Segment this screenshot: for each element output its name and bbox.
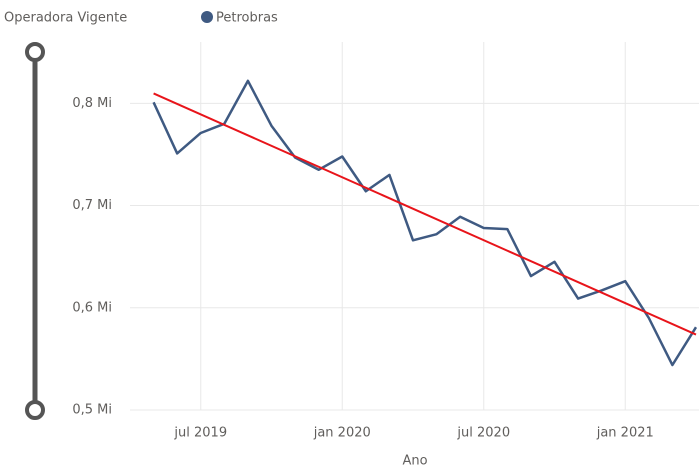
y-tick-label: 0,8 Mi (72, 96, 112, 111)
y-tick-label: 0,7 Mi (72, 198, 112, 213)
range-slider-handle[interactable] (25, 42, 45, 62)
trend-line (153, 92, 697, 336)
legend-title: Operadora Vigente (4, 11, 127, 26)
data-line (152, 79, 698, 367)
legend-marker (201, 11, 213, 23)
x-tick-label: jan 2020 (313, 426, 371, 441)
y-tick-label: 0,6 Mi (72, 300, 112, 315)
legend-label: Petrobras (216, 11, 278, 26)
x-tick-label: jul 2019 (173, 426, 227, 441)
x-tick-label: jan 2021 (596, 426, 654, 441)
range-slider-handle[interactable] (25, 400, 45, 420)
x-axis-title: Ano (402, 454, 427, 469)
x-tick-label: jul 2020 (456, 426, 510, 441)
y-tick-label: 0,5 Mi (72, 403, 112, 418)
